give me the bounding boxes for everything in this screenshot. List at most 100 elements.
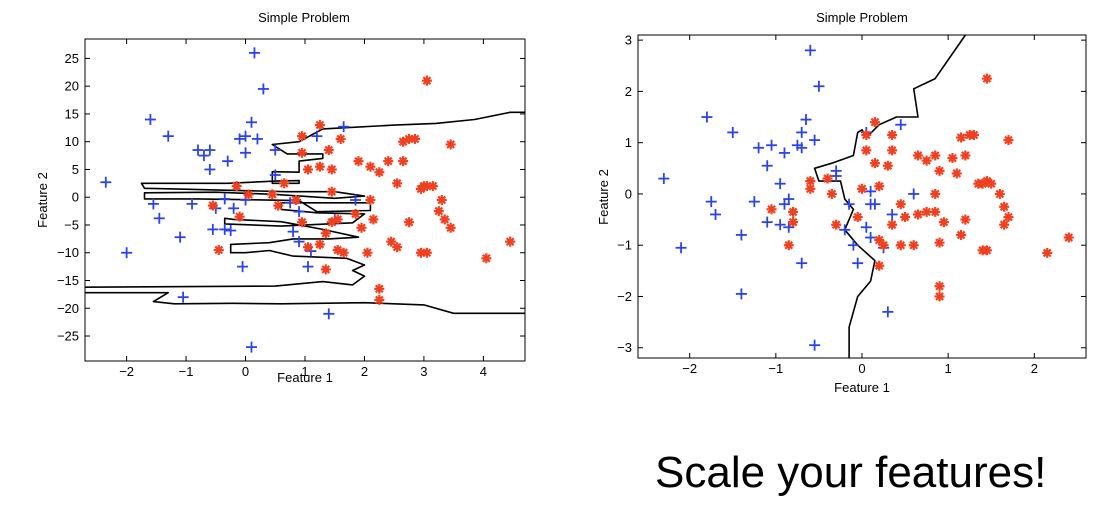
chart2-plus-point	[839, 224, 851, 236]
chart2-plus-point	[761, 160, 773, 172]
chart1-plus-point	[323, 308, 335, 320]
chart1-plus-point	[153, 212, 165, 224]
chart1-ytick-label: −10	[57, 245, 79, 260]
chart2-star-point	[908, 240, 919, 251]
chart2-plus-point	[778, 147, 790, 159]
chart1-star-point	[314, 120, 325, 131]
chart2-star-point	[887, 219, 898, 230]
chart1-plus-point	[177, 291, 189, 303]
chart2-star-point	[788, 206, 799, 217]
chart2-plus-point	[778, 198, 790, 210]
chart2-plus-point	[774, 178, 786, 190]
chart2-star-point	[930, 150, 941, 161]
chart1-plus-point	[162, 130, 174, 142]
chart1-plus-point	[240, 147, 252, 159]
chart2-plus-point	[753, 142, 765, 154]
chart2-star-point	[960, 150, 971, 161]
chart1-plus-point	[204, 163, 216, 175]
chart1-star-point	[234, 211, 245, 222]
chart2-xtick-label: 1	[945, 361, 952, 376]
chart1-plus-point	[338, 121, 350, 133]
chart1-plus-point	[207, 223, 219, 235]
chart1-plus-point	[245, 116, 257, 128]
chart1-y-axis-label: Feature 2	[35, 172, 50, 228]
chart2-star-point	[969, 129, 979, 140]
chart1-ytick-label: −20	[57, 301, 79, 316]
chart2-ytick-label: 0	[625, 186, 632, 201]
chart1-plus-point	[204, 144, 216, 156]
chart2-star-point	[805, 183, 816, 194]
chart1-star-point	[267, 189, 278, 200]
chart1-plus-point	[350, 194, 362, 206]
chart1-star-point	[207, 200, 218, 211]
chart1-star-point	[326, 217, 337, 228]
chart1-xtick-label: 3	[420, 364, 427, 379]
chart2-decision-boundary	[813, 34, 967, 358]
chart2-plus-point	[658, 173, 670, 185]
chart2-y-axis-label: Feature 2	[596, 169, 611, 225]
chart2-star-point	[913, 209, 923, 220]
chart1-star-point	[439, 214, 450, 225]
chart1-star-point	[410, 133, 420, 144]
chart1-ytick-label: 20	[65, 79, 79, 94]
chart2-star-point	[1042, 247, 1053, 258]
chart1-star-point	[273, 200, 284, 211]
chart1-star-point	[231, 181, 242, 192]
chart1-plus-point	[234, 133, 246, 145]
chart2-star-point	[960, 214, 971, 225]
chart2-plus-point	[796, 142, 808, 154]
chart2-star-point	[805, 176, 816, 187]
chart2-xtick-label: 0	[858, 361, 865, 376]
chart2-plus-point	[865, 198, 877, 210]
chart1-plus-point	[228, 202, 240, 214]
chart1-star-point	[383, 156, 394, 167]
chart1-star-point	[291, 195, 302, 205]
chart2-star-point	[895, 199, 906, 210]
chart2-star-point	[887, 129, 898, 140]
chart1-star-point	[427, 181, 438, 192]
chart2-star-point	[1063, 232, 1074, 243]
chart1-star-point	[213, 244, 224, 255]
chart1-star-point	[445, 222, 456, 233]
chart2-star-point	[878, 240, 889, 251]
chart1-plus-point	[245, 341, 257, 353]
chart2-ytick-label: −1	[617, 238, 632, 253]
chart2-star-point	[921, 206, 932, 217]
chart2-ytick-label: 1	[625, 135, 632, 150]
chart1-plus-point	[174, 231, 186, 243]
chart1-star-point	[368, 214, 379, 225]
chart2-star-point	[1003, 135, 1014, 146]
chart1-star-point	[335, 133, 346, 144]
chart1-star-point	[481, 253, 492, 264]
chart2-ytick-label: −3	[617, 340, 632, 355]
chart2-plus-point	[886, 208, 898, 220]
chart1-star-point	[356, 222, 367, 233]
chart2-plus-point	[675, 242, 687, 254]
chart1-plus-point	[237, 261, 249, 273]
chart1-plus-point	[144, 114, 156, 125]
chart2-plus-point	[852, 257, 864, 269]
chart1-title: Simple Problem	[258, 10, 350, 25]
chart2-star-point	[822, 173, 833, 184]
chart1-plus-point	[269, 144, 281, 156]
chart2-star-point	[788, 217, 799, 228]
chart1-xtick-label: 1	[301, 364, 308, 379]
chart1-star-point	[421, 247, 432, 258]
chart1-x-axis-label: Feature 1	[277, 370, 333, 385]
chart1-plus-point	[225, 225, 237, 237]
chart2-star-point	[956, 132, 967, 143]
chart1-star-point	[392, 242, 403, 253]
chart1-star-point	[320, 264, 331, 275]
chart2-xtick-label: 2	[1031, 361, 1038, 376]
chart2-star-point	[951, 168, 962, 179]
chart1-star-point	[433, 206, 444, 217]
chart2-plus-point	[761, 216, 773, 228]
chart1-star-point	[392, 178, 403, 189]
chart1-star-point	[338, 247, 349, 258]
chart2-star-point	[869, 158, 880, 169]
chart2-star-point	[874, 181, 885, 192]
chart2-star-point	[981, 245, 992, 256]
chart2-boundary-line	[813, 34, 967, 358]
chart1-plus-point	[222, 155, 234, 167]
chart1-ytick-label: 0	[72, 190, 79, 205]
